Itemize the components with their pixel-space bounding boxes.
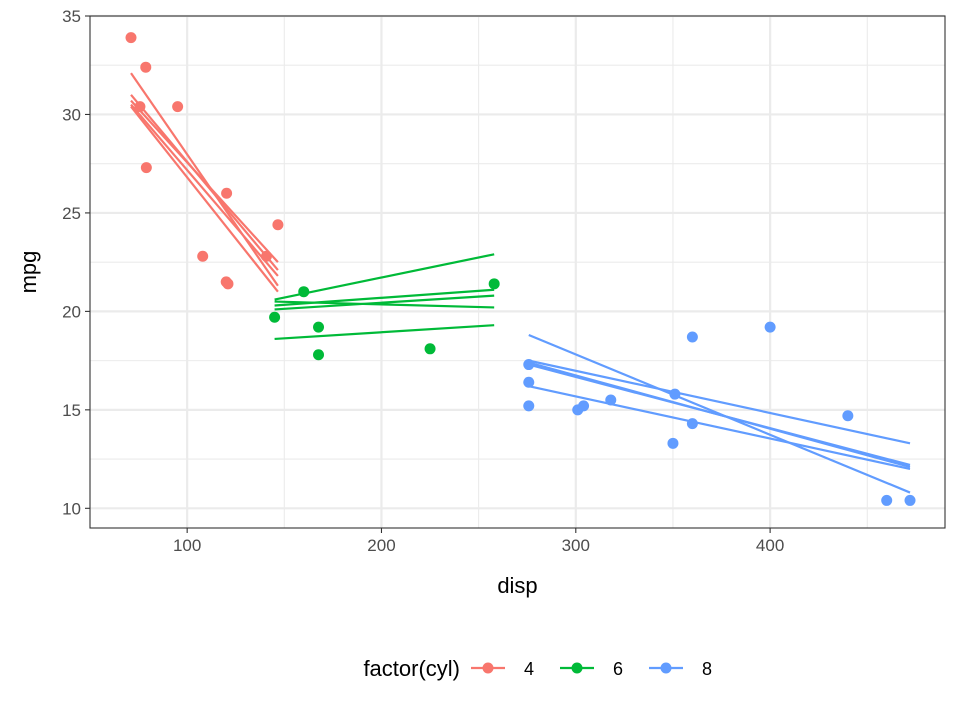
data-point-8 (881, 494, 893, 506)
x-tick-labels: 100 200 300 400 (173, 536, 784, 555)
data-point-8 (686, 418, 698, 430)
fit-line-4 (130, 105, 279, 293)
data-point-4 (125, 32, 137, 44)
data-point-4 (197, 250, 209, 262)
fit-line-4 (130, 72, 279, 287)
x-axis-title: disp (497, 573, 537, 598)
fit-line-4 (130, 99, 279, 263)
data-point-4 (140, 61, 152, 73)
data-point-4 (140, 162, 152, 174)
legend-key-point-6 (571, 662, 583, 674)
data-point-8 (523, 400, 535, 412)
legend-key-label-8: 8 (702, 659, 712, 679)
fit-line-6 (274, 294, 495, 311)
data-point-4 (272, 219, 284, 231)
legend-key-label-4: 4 (524, 659, 534, 679)
fit-line-6 (274, 324, 495, 341)
data-point-8 (667, 437, 679, 449)
y-tick-label: 35 (62, 7, 81, 26)
data-point-6 (269, 311, 281, 323)
data-point-8 (904, 494, 916, 506)
fit-line-6 (274, 253, 495, 301)
x-tick-label: 100 (173, 536, 201, 555)
data-point-6 (488, 278, 500, 290)
legend-key-point-8 (660, 662, 672, 674)
axis-ticks (85, 15, 771, 533)
fit-line-8 (528, 363, 911, 467)
data-point-4 (222, 278, 234, 290)
data-point-8 (523, 376, 535, 388)
data-point-8 (572, 404, 584, 416)
fit-line-6 (274, 300, 495, 309)
x-tick-label: 200 (367, 536, 395, 555)
y-tick-label: 15 (62, 401, 81, 420)
data-point-6 (424, 343, 436, 355)
data-point-8 (605, 394, 617, 406)
y-tick-label: 25 (62, 204, 81, 223)
data-point-8 (764, 321, 776, 333)
fit-line-8 (528, 385, 911, 470)
data-point-6 (313, 321, 325, 333)
fit-line-4 (130, 103, 279, 277)
data-point-8 (686, 331, 698, 343)
data-point-6 (298, 286, 310, 298)
legend-title: factor(cyl) (363, 656, 460, 681)
data-point-4 (221, 187, 233, 199)
data-point-8 (523, 359, 535, 371)
data-point-6 (313, 349, 325, 361)
legend-key-point-4 (482, 662, 494, 674)
data-point-4 (172, 101, 184, 113)
data-point-8 (842, 410, 854, 422)
minor-grid (89, 16, 945, 528)
y-tick-label: 20 (62, 302, 81, 321)
x-tick-label: 400 (756, 536, 784, 555)
y-tick-labels: 10 15 20 25 30 35 (62, 7, 81, 518)
data-point-4 (260, 250, 272, 262)
y-tick-label: 30 (62, 105, 81, 124)
y-tick-label: 10 (62, 499, 81, 518)
data-point-8 (669, 388, 681, 400)
fit-lines (130, 72, 911, 494)
x-tick-label: 300 (562, 536, 590, 555)
legend: factor(cyl) 4 6 8 (363, 656, 712, 681)
fit-line-8 (528, 359, 911, 445)
data-point-4 (134, 101, 146, 113)
legend-key-label-6: 6 (613, 659, 623, 679)
y-axis-title: mpg (16, 251, 41, 294)
legend-keys: 4 6 8 (471, 659, 712, 679)
panel-border (89, 15, 946, 529)
data-points (125, 32, 916, 506)
